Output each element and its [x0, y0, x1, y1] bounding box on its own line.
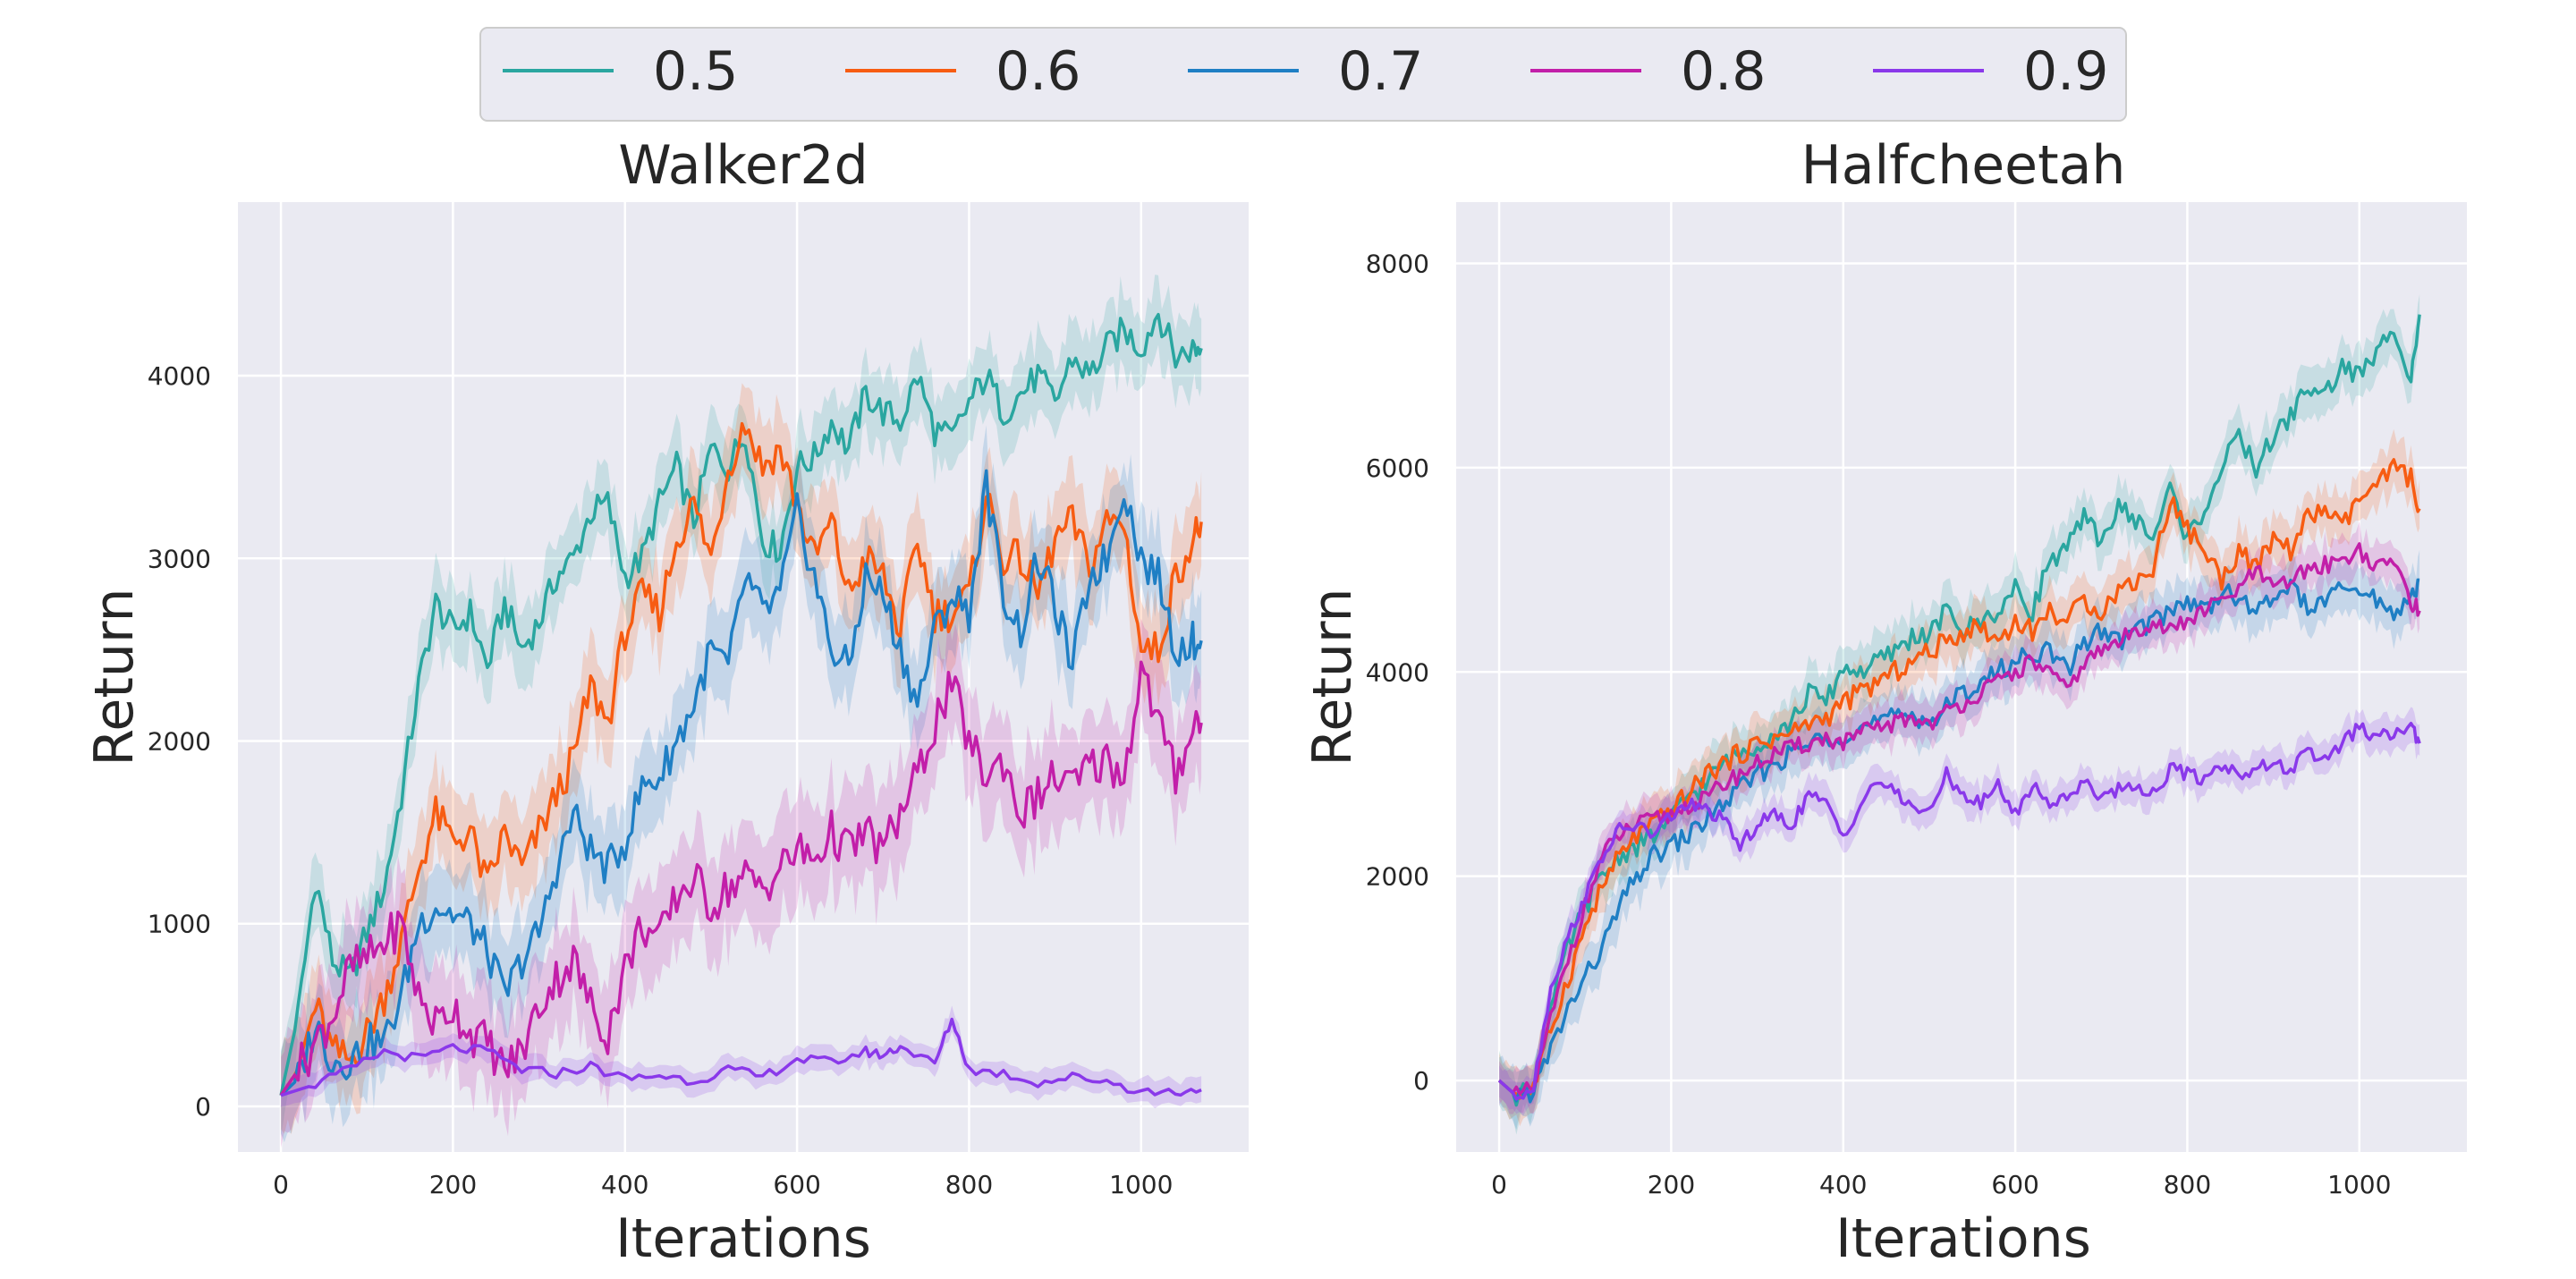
x-tick-label: 200 — [1648, 1170, 1695, 1199]
series-line-0.8 — [1497, 542, 2421, 1096]
series-line-0.9 — [1497, 721, 2421, 1101]
x-tick-label: 0 — [1491, 1170, 1507, 1199]
plot-background — [1456, 202, 2467, 1152]
series-line-0.5 — [279, 312, 1203, 1097]
x-tick-label: 600 — [1991, 1170, 2038, 1199]
x-tick-label: 600 — [773, 1170, 820, 1199]
tick-labels: 0 200 400 600 800 1000 0 2000 4000 6000 8000 — [1366, 250, 2392, 1199]
y-tick-label: 0 — [1413, 1066, 1429, 1096]
series-band-0.6 — [1499, 428, 2420, 1127]
y-tick-label: 0 — [195, 1092, 211, 1122]
series-band-0.5 — [1499, 294, 2420, 1135]
y-axis-label: Return — [83, 588, 146, 766]
y-tick-label: 2000 — [1366, 862, 1429, 892]
legend-label: 0.8 — [1681, 40, 1766, 103]
legend-label: 0.9 — [2023, 40, 2108, 103]
x-tick-label: 400 — [1819, 1170, 1867, 1199]
y-tick-label: 8000 — [1366, 250, 1429, 279]
panel-title: Halfcheetah — [1801, 134, 2126, 197]
y-tick-label: 4000 — [148, 361, 211, 391]
legend-label: 0.7 — [1338, 40, 1423, 103]
panel-title: Walker2d — [618, 134, 868, 197]
y-tick-label: 1000 — [148, 910, 211, 939]
legend-frame — [479, 27, 2127, 122]
series-line-0.7 — [1497, 578, 2420, 1104]
tick-labels: 0 200 400 600 800 1000 0 1000 2000 3000 4000 — [148, 361, 1174, 1199]
x-tick-label: 800 — [2164, 1170, 2211, 1199]
y-tick-label: 2000 — [148, 726, 211, 756]
x-tick-label: 200 — [429, 1170, 477, 1199]
y-tick-label: 6000 — [1366, 453, 1429, 483]
walker2d-panel: Walker2d 0 200 400 600 800 1000 0 1000 2000 3000 4… — [83, 134, 1249, 1270]
x-tick-label: 0 — [273, 1170, 289, 1199]
series-band-0.9 — [1499, 707, 2420, 1116]
legend-entry: 0.5 — [503, 40, 738, 103]
series-line-0.6 — [279, 421, 1203, 1097]
x-tick-label: 400 — [601, 1170, 648, 1199]
grid-lines — [1456, 202, 2467, 1152]
series-band-0.9 — [281, 1005, 1202, 1109]
series-line-0.9 — [280, 1017, 1202, 1097]
legend-entry: 0.6 — [845, 40, 1080, 103]
x-axis-label: Iterations — [1835, 1207, 2091, 1270]
grid-lines — [238, 202, 1249, 1152]
x-tick-label: 800 — [945, 1170, 993, 1199]
y-tick-label: 3000 — [148, 544, 211, 573]
series-line-0.7 — [279, 469, 1203, 1097]
series-lines — [1497, 314, 2421, 1107]
legend-entry: 0.7 — [1188, 40, 1423, 103]
y-axis-label: Return — [1301, 588, 1364, 766]
halfcheetah-panel: Halfcheetah 0 200 400 600 800 1000 0 2000 4000 60… — [1301, 134, 2467, 1270]
series-band-0.8 — [1499, 521, 2420, 1114]
x-axis-label: Iterations — [615, 1207, 871, 1270]
x-tick-label: 1000 — [2327, 1170, 2391, 1199]
legend-label: 0.5 — [653, 40, 738, 103]
series-line-0.8 — [279, 660, 1203, 1097]
legend-entry: 0.8 — [1530, 40, 1766, 103]
plot-background — [238, 202, 1249, 1152]
series-lines — [279, 312, 1203, 1097]
legend: 0.5 0.6 0.7 0.8 0.9 — [479, 27, 2127, 122]
legend-label: 0.6 — [996, 40, 1080, 103]
x-tick-label: 1000 — [1109, 1170, 1173, 1199]
legend-entry: 0.9 — [1873, 40, 2108, 103]
y-tick-label: 4000 — [1366, 657, 1429, 687]
series-line-0.6 — [1497, 458, 2421, 1100]
